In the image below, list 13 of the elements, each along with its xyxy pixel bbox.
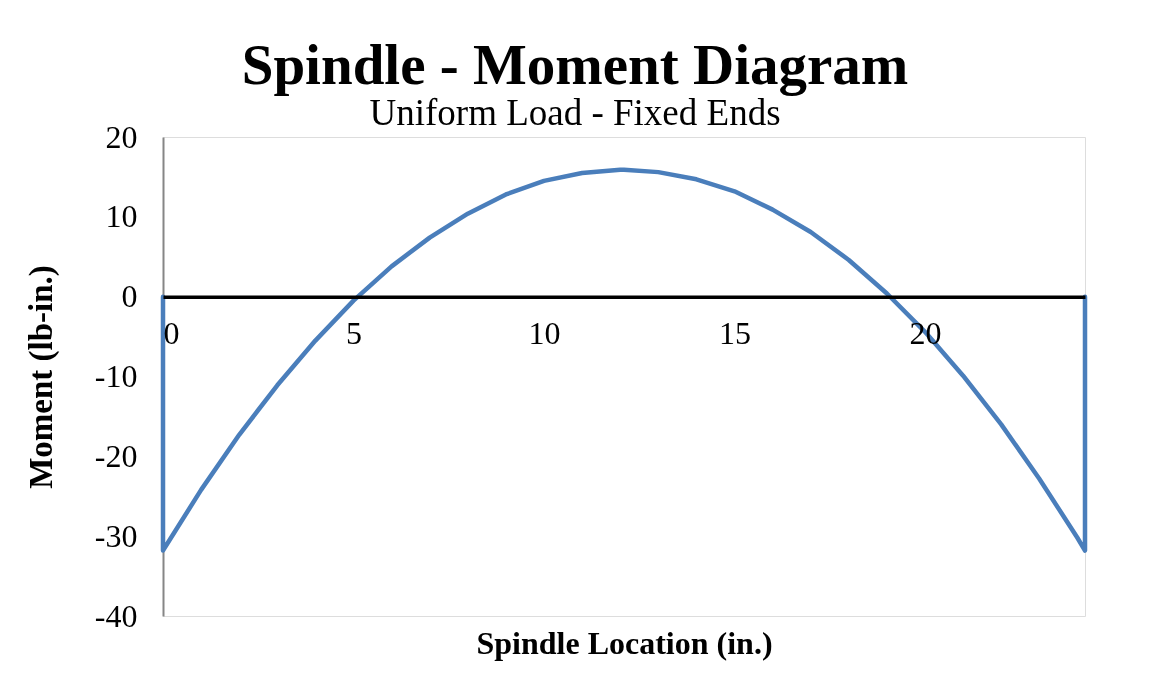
x-axis-title: Spindle Location (in.) bbox=[476, 624, 773, 661]
line-series bbox=[160, 167, 1088, 553]
y-axis-title: Moment (lb-in.) bbox=[22, 265, 60, 489]
x-tick-label: 15 bbox=[718, 315, 751, 352]
y-tick-label: 0 bbox=[121, 278, 138, 315]
x-tick-label: 5 bbox=[346, 315, 362, 352]
y-tick-label: -10 bbox=[94, 358, 138, 394]
y-tick-label: 20 bbox=[105, 118, 138, 155]
y-tick-label: -40 bbox=[94, 597, 138, 634]
x-tick-label: 10 bbox=[528, 315, 561, 352]
y-tick-label: -20 bbox=[94, 437, 138, 474]
y-tick-label: -30 bbox=[94, 517, 138, 554]
y-tick-label: 10 bbox=[105, 198, 138, 235]
